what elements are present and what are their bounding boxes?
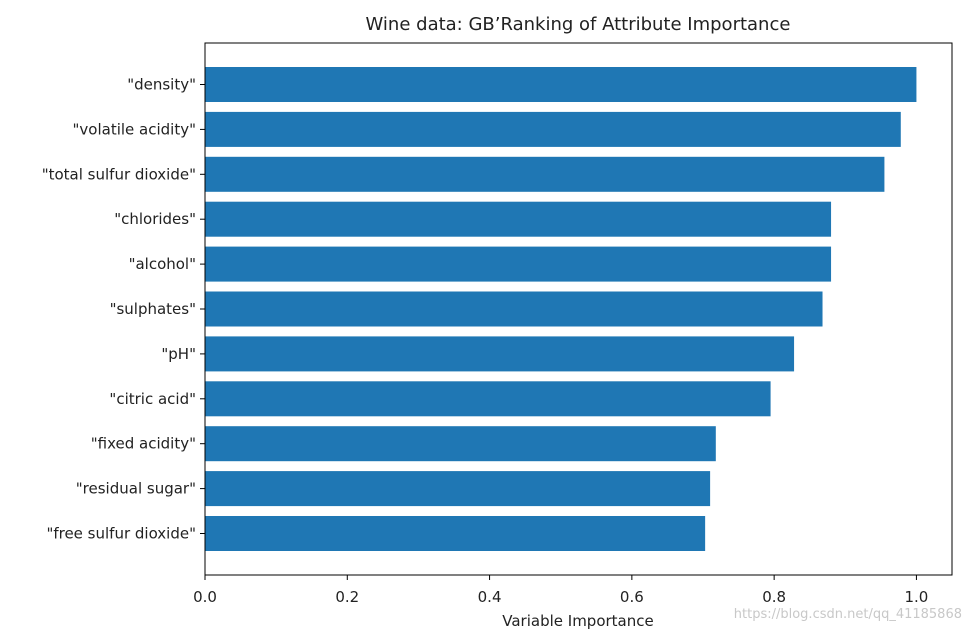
y-tick-label: "citric acid" bbox=[109, 390, 196, 408]
x-tick-label: 0.4 bbox=[478, 588, 502, 606]
bars-group bbox=[205, 67, 917, 551]
x-axis-label: Variable Importance bbox=[502, 612, 653, 630]
bar bbox=[205, 381, 771, 417]
x-tick-label: 1.0 bbox=[904, 588, 928, 606]
y-tick-label: "fixed acidity" bbox=[91, 435, 196, 453]
y-ticks-group: "density" "volatile acidity" "total sulfur… bbox=[42, 76, 205, 543]
chart-title: Wine data: GB’Ranking of Attribute Impor… bbox=[366, 14, 791, 35]
bar bbox=[205, 336, 795, 372]
y-tick-label: "density" bbox=[127, 76, 196, 94]
y-tick-label: "alcohol" bbox=[129, 255, 196, 273]
y-tick-label: "residual sugar" bbox=[76, 480, 196, 498]
x-tick-label: 0.6 bbox=[620, 588, 644, 606]
x-tick-label: 0.2 bbox=[335, 588, 359, 606]
y-tick-label: "sulphates" bbox=[110, 300, 196, 318]
y-tick-label: "pH" bbox=[161, 345, 196, 363]
bar bbox=[205, 516, 706, 551]
bar bbox=[205, 291, 823, 327]
watermark: https://blog.csdn.net/qq_41185868 bbox=[734, 607, 962, 622]
bar bbox=[205, 426, 716, 462]
bar bbox=[205, 471, 711, 507]
y-tick-label: "volatile acidity" bbox=[73, 120, 196, 138]
x-tick-label: 0.0 bbox=[193, 588, 217, 606]
y-tick-label: "free sulfur dioxide" bbox=[46, 525, 196, 543]
bar bbox=[205, 246, 832, 282]
y-tick-label: "total sulfur dioxide" bbox=[42, 165, 196, 183]
bar bbox=[205, 201, 832, 237]
bar bbox=[205, 156, 885, 192]
y-tick-label: "chlorides" bbox=[114, 210, 196, 228]
bar bbox=[205, 111, 901, 147]
x-ticks-group: 0.0 0.2 0.4 0.6 0.8 1.0 bbox=[193, 575, 928, 606]
plot-frame bbox=[204, 42, 953, 576]
x-tick-label: 0.8 bbox=[762, 588, 786, 606]
bar bbox=[205, 67, 917, 102]
